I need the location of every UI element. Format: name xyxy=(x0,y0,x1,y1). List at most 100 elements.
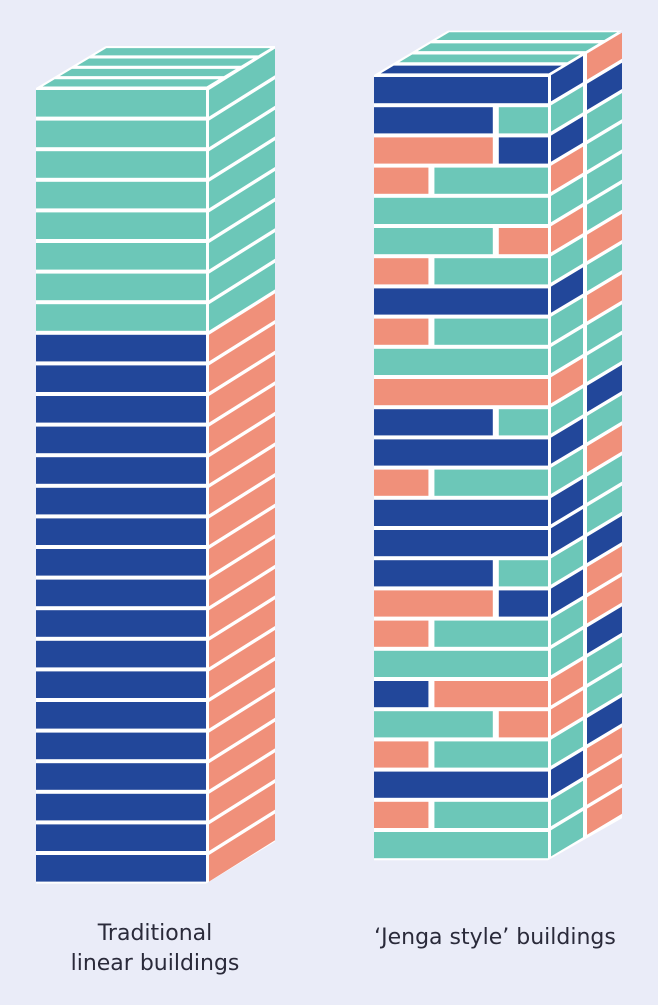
floor-block xyxy=(374,711,493,738)
floor-block xyxy=(374,258,429,285)
floor-front xyxy=(36,243,206,270)
floor-front xyxy=(36,579,206,607)
floor-block xyxy=(374,228,493,255)
floor-block xyxy=(374,137,493,164)
floor-side-block xyxy=(587,62,622,110)
traditional-building xyxy=(36,46,279,884)
floor-block xyxy=(434,741,548,768)
floor-side-block xyxy=(587,32,622,80)
floor-side-block xyxy=(587,697,622,745)
floor-side-block xyxy=(551,176,583,223)
floor-block xyxy=(434,469,548,496)
floor-side xyxy=(209,324,275,392)
floor-block xyxy=(374,650,548,677)
floor-block xyxy=(374,832,548,859)
floor-side xyxy=(209,79,275,148)
floor-side xyxy=(209,415,275,484)
floor-block xyxy=(374,530,548,557)
caption-left-line2: linear buildings xyxy=(71,951,240,976)
roof-slat xyxy=(42,79,219,87)
floor-block xyxy=(374,439,548,466)
floor-block xyxy=(498,711,548,738)
floor-front xyxy=(36,457,206,484)
floor-side xyxy=(209,171,275,239)
floor-side-block xyxy=(551,720,583,766)
floor-block xyxy=(374,167,429,194)
floor-side-block xyxy=(551,690,583,736)
floor-block xyxy=(434,620,548,647)
floor-side-block xyxy=(587,213,622,261)
floor-side-block xyxy=(587,576,622,624)
roof-slat xyxy=(399,54,581,63)
floor-side-block xyxy=(551,207,583,253)
floor-side-block xyxy=(587,183,622,231)
floor-side-block xyxy=(587,364,622,412)
floor-side-block xyxy=(551,539,583,585)
floor-block xyxy=(374,801,429,828)
floor-side-block xyxy=(551,599,583,645)
floor-side xyxy=(209,813,275,882)
floor-side xyxy=(209,201,275,270)
floor-block xyxy=(374,379,548,406)
floor-front xyxy=(36,151,206,178)
floor-side-block xyxy=(587,606,622,654)
caption-left-line1: Traditional xyxy=(97,921,213,946)
roof xyxy=(374,30,622,76)
floor-front xyxy=(36,365,206,392)
floor-side-block xyxy=(587,334,622,382)
floor-front xyxy=(36,671,206,698)
roof-slat xyxy=(59,68,236,77)
caption-right: ‘Jenga style’ buildings xyxy=(374,925,616,950)
floor-block xyxy=(374,197,548,224)
floor-side xyxy=(209,262,275,331)
floor-block xyxy=(374,107,493,134)
floor-side-block xyxy=(551,116,583,162)
floor-side-block xyxy=(551,327,583,374)
floor-front xyxy=(36,334,206,362)
floor-front xyxy=(36,855,206,882)
roof-slat xyxy=(77,58,254,66)
floor-side-block xyxy=(587,757,622,805)
floor-side-block xyxy=(587,515,622,563)
floor-block xyxy=(374,348,548,375)
floor-side-block xyxy=(587,274,622,322)
roof-slat xyxy=(380,65,562,74)
floor-side-block xyxy=(551,448,583,494)
floor-side-block xyxy=(551,509,583,555)
floor-front xyxy=(36,640,206,668)
floor-side-block xyxy=(551,660,583,706)
floor-front xyxy=(36,181,206,209)
floor-side xyxy=(209,507,275,576)
floor-side-block xyxy=(587,666,622,714)
floor-front xyxy=(36,426,206,454)
floor-block xyxy=(498,590,548,617)
floor-side-block xyxy=(587,244,622,292)
floor-side-block xyxy=(551,358,583,404)
floor-side-block xyxy=(587,455,622,503)
floor-front xyxy=(36,120,206,148)
floor-block xyxy=(434,801,548,828)
floor-block xyxy=(434,167,548,194)
floor-side-block xyxy=(587,787,622,835)
floor-side xyxy=(209,477,275,545)
roof xyxy=(36,46,275,88)
floor-front xyxy=(36,549,206,576)
floor-block xyxy=(434,318,548,345)
floor-side-block xyxy=(551,750,583,796)
floor-front xyxy=(36,304,206,331)
floor-block xyxy=(374,288,548,315)
floor-side-block xyxy=(587,304,622,352)
floor-side-block xyxy=(551,146,583,192)
floor-block xyxy=(374,560,493,587)
floor-side-block xyxy=(551,388,583,434)
floor-side-block xyxy=(587,93,622,141)
floor-side xyxy=(209,538,275,607)
floor-side-block xyxy=(551,418,583,464)
floor-side xyxy=(209,568,275,637)
floor-block xyxy=(374,620,429,647)
floor-block xyxy=(374,409,493,436)
roof-slat xyxy=(417,43,599,52)
floor-side-block xyxy=(587,425,622,473)
